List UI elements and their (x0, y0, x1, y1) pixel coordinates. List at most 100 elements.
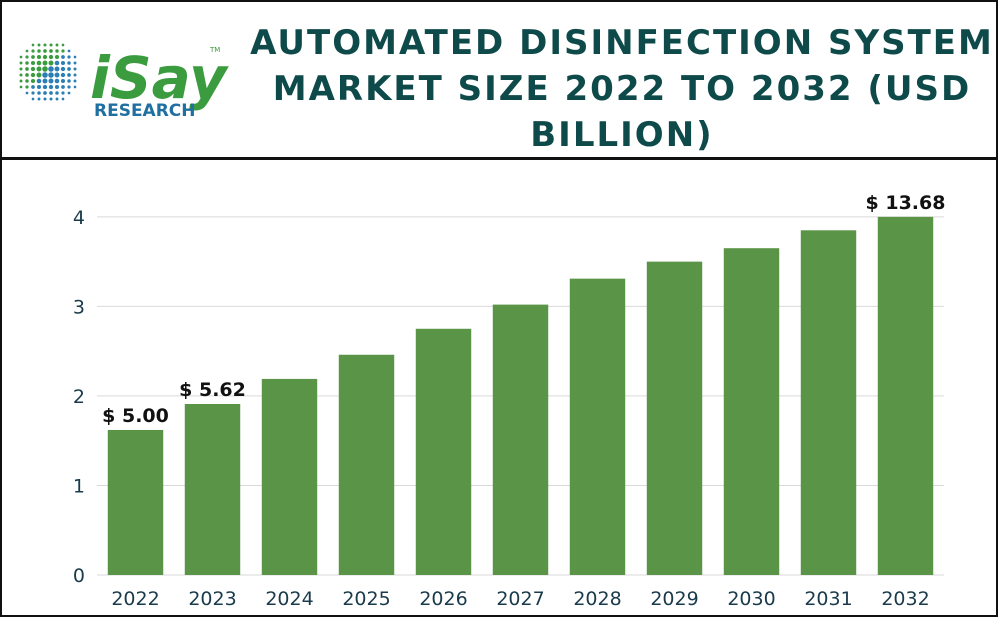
title-line: MARKET SIZE 2022 TO 2032 (USD (272, 69, 972, 109)
globe-dot (73, 79, 77, 83)
globe-dot (25, 55, 29, 59)
y-tick-label: 4 (73, 207, 85, 229)
globe-dot (61, 85, 65, 89)
globe-dot (48, 72, 54, 78)
globe-dot (67, 85, 71, 89)
bar (184, 403, 241, 575)
globe-dot (31, 49, 35, 53)
globe-dot (48, 84, 54, 90)
globe-dot (73, 55, 77, 59)
globe-dot (67, 49, 71, 53)
globe-dot (37, 91, 41, 95)
globe-dot (36, 84, 42, 90)
globe-dot (37, 97, 41, 101)
data-label: $ 13.68 (866, 192, 946, 214)
x-tick-label: 2032 (881, 588, 929, 610)
bar (569, 278, 626, 575)
bar (338, 354, 395, 575)
y-tick-label: 1 (73, 475, 85, 497)
globe-dot (48, 60, 54, 66)
globe-dot (42, 72, 48, 78)
globe-dot (31, 55, 35, 59)
globe-dot (42, 66, 48, 72)
globe-dot (36, 78, 42, 84)
data-label: $ 5.62 (179, 379, 246, 401)
globe-dot (19, 67, 23, 71)
bar (800, 230, 857, 575)
x-tick-label: 2028 (573, 588, 621, 610)
globe-dot (73, 85, 77, 89)
x-tick-label: 2024 (265, 588, 313, 610)
data-label: $ 5.00 (102, 405, 169, 427)
bar (107, 429, 164, 575)
globe-dot (61, 55, 65, 59)
globe-dot (42, 84, 48, 90)
globe-dot (30, 66, 36, 72)
bar-chart: 0 1 2 3 4 2022 $ 5.00 2023 $ 5.62 2024 2025 2026 202… (73, 192, 946, 610)
globe-dot (37, 43, 41, 47)
bar (415, 328, 472, 575)
y-tick-label: 3 (73, 296, 85, 318)
x-tick-label: 2027 (496, 588, 544, 610)
globe-dot (55, 43, 59, 47)
globe-dot (42, 60, 48, 66)
globe-icon (19, 43, 77, 101)
globe-dot (36, 72, 42, 78)
globe-dot (67, 79, 71, 83)
header: iSay RESEARCH TM AUTOMATED DISINFECTION … (2, 2, 996, 160)
globe-dot (19, 73, 23, 77)
globe-dot (55, 91, 59, 95)
globe-dot (67, 73, 71, 77)
x-tick-label: 2029 (650, 588, 698, 610)
bar (261, 378, 318, 575)
globe-dot (54, 78, 60, 84)
logo-brand: iSay (90, 44, 229, 112)
globe-dot (61, 43, 65, 47)
globe-dot (67, 55, 71, 59)
globe-dot (55, 49, 59, 53)
globe-dot (43, 43, 47, 47)
globe-dot (48, 66, 54, 72)
globe-dot (48, 54, 54, 60)
globe-dot (60, 60, 66, 66)
chart-title: AUTOMATED DISINFECTION SYSTEM MARKET SIZ… (250, 20, 994, 158)
bar (492, 304, 549, 575)
bar (646, 261, 703, 575)
x-tick-label: 2023 (188, 588, 236, 610)
globe-dot (48, 78, 54, 84)
logo-tm: TM (209, 46, 220, 54)
globe-dot (36, 54, 42, 60)
globe-dot (67, 91, 71, 95)
globe-dot (73, 67, 77, 71)
globe-dot (60, 78, 66, 84)
globe-dot (25, 67, 29, 71)
globe-dot (54, 66, 60, 72)
globe-dot (43, 91, 47, 95)
globe-dot (30, 78, 36, 84)
globe-dot (61, 49, 65, 53)
globe-dot (25, 79, 29, 83)
globe-dot (55, 97, 59, 101)
bar (723, 248, 780, 575)
globe-dot (43, 49, 47, 53)
globe-dot (31, 97, 35, 101)
globe-dot (19, 85, 23, 89)
globe-dot (25, 73, 29, 77)
globe-dot (60, 72, 66, 78)
globe-dot (25, 49, 29, 53)
globe-dot (42, 54, 48, 60)
globe-dot (61, 91, 65, 95)
globe-dot (37, 49, 41, 53)
globe-dot (54, 84, 60, 90)
y-tick-label: 2 (73, 386, 85, 408)
globe-dot (49, 43, 53, 47)
globe-dot (54, 60, 60, 66)
globe-dot (19, 79, 23, 83)
logo-sub: RESEARCH (94, 101, 196, 121)
y-tick-label: 0 (73, 565, 85, 587)
globe-dot (49, 97, 53, 101)
globe-dot (42, 78, 48, 84)
x-tick-label: 2026 (419, 588, 467, 610)
isay-research-logo: iSay RESEARCH TM (19, 43, 229, 121)
